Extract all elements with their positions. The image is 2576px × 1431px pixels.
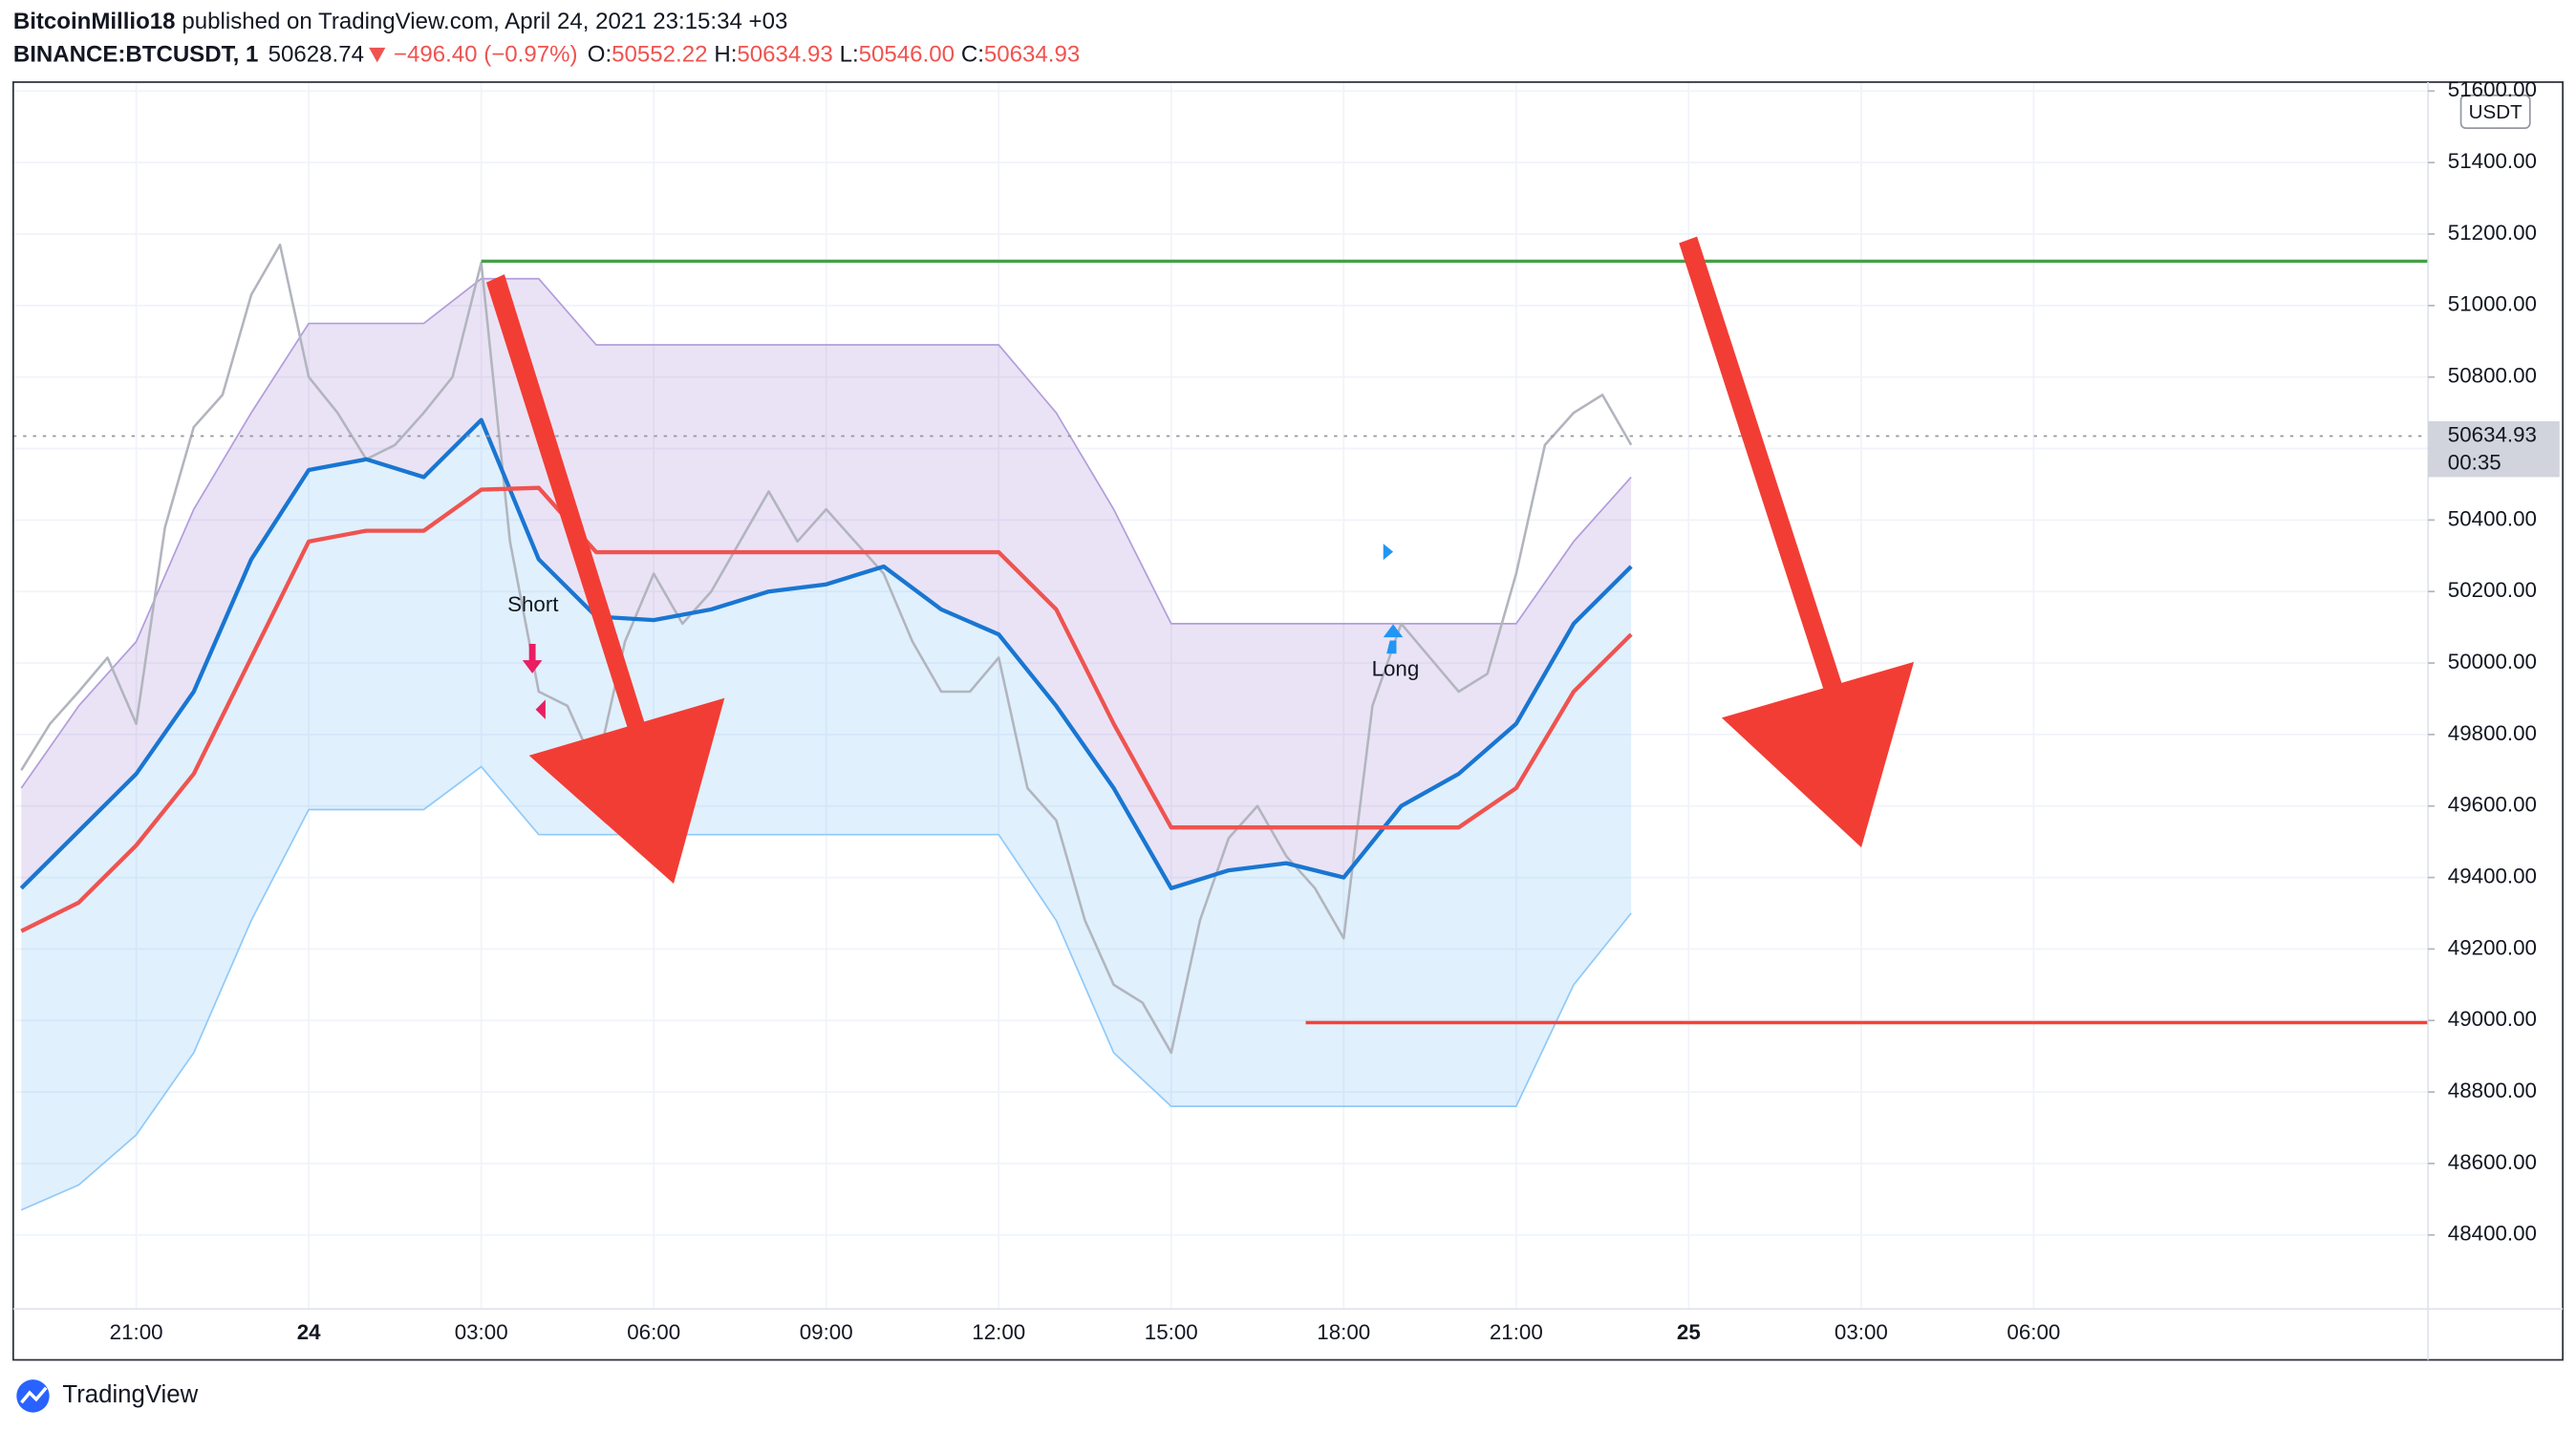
frame [11,81,2565,1361]
y-tick-label: 51200.00 [2448,221,2537,245]
annotation: Short [507,592,559,616]
author: BitcoinMillio18 [13,9,176,34]
x-tick-label: 12:00 [972,1320,1025,1344]
last-price-box [2428,420,2560,478]
low-label: L: [840,42,859,68]
y-tick-label: 48400.00 [2448,1222,2537,1246]
short-marker [522,643,543,673]
lower-band-area [21,419,1632,1210]
close: 50634.93 [984,42,1080,68]
arrow-shaft [1679,236,1847,705]
y-tick-label: 50200.00 [2448,578,2537,602]
upper-band [20,277,1632,789]
down-triangle [369,47,386,63]
high: 50634.93 [737,42,832,68]
plot [12,81,2429,1310]
y-tick-label: 49000.00 [2448,1007,2537,1031]
high-label: H: [714,42,737,68]
x-tick-label: 18:00 [1317,1320,1370,1344]
x-tick-label: 24 [297,1320,321,1344]
x-tick-label: 21:00 [1490,1320,1543,1344]
price-line [20,243,1633,1055]
header-line-2: BINANCE:BTCUSDT, 1 50628.74 −496.40 (−0.97… [13,42,1080,68]
x-tick-label: 21:00 [110,1320,163,1344]
logo-glyph [20,1386,48,1404]
lower-band [20,765,1632,1211]
annotation: Long [1372,656,1420,680]
published: published on TradingView.com, April 24, … [182,9,787,34]
low: 50546.00 [859,42,955,68]
x-tick-label: 03:00 [455,1320,508,1344]
x-tick-label: 09:00 [800,1320,853,1344]
y-tick-label: 49600.00 [2448,793,2537,817]
overlay: USDT TradingView 21:00 24 03:00 06:00 09:00 1… [11,77,2565,1413]
y-tick-label: 51000.00 [2448,292,2537,316]
indicator-line [20,485,1633,933]
brand: TradingView [62,1381,198,1408]
last-price: 50628.74 [268,42,364,68]
close-label: C: [961,42,984,68]
y-tick-label: 48800.00 [2448,1079,2537,1102]
x-tick-label: 15:00 [1145,1320,1198,1344]
currency: USDT [2469,101,2523,123]
change: −496.40 (−0.97%) [394,42,578,68]
y-tick-label: 51600.00 [2448,77,2537,101]
arrow-head [1721,661,1915,848]
long-marker-head [1383,624,1404,638]
x-tick-label: 06:00 [2007,1320,2060,1344]
y-tick-label: 51400.00 [2448,149,2537,173]
arrow-head [528,697,725,884]
entry-marker [1383,544,1394,561]
y-tick-label: 49200.00 [2448,935,2537,959]
y-tick-label: 49800.00 [2448,721,2537,745]
x-tick-label: 03:00 [1835,1320,1888,1344]
series-layer [19,243,1633,1211]
y-tick-label: 49400.00 [2448,864,2537,887]
open-label: O: [588,42,612,68]
logo [16,1379,50,1413]
exit-marker [535,699,546,720]
header-line-1: BitcoinMillio18 published on TradingView.… [13,9,787,34]
long-marker-stem [1386,640,1397,654]
currency-box [2459,94,2531,129]
y-tick-label: 48600.00 [2448,1150,2537,1174]
open: 50552.22 [612,42,707,68]
y-tick-label: 50400.00 [2448,506,2537,530]
indicator-line [19,417,1633,890]
y-tick-label: 50800.00 [2448,364,2537,388]
symbol: BINANCE:BTCUSDT, 1 [13,42,259,68]
last-price-label: 50634.93 [2448,422,2537,446]
x-tick-label: 25 [1677,1320,1701,1344]
arrow-shaft [485,274,651,749]
countdown: 00:35 [2448,451,2501,475]
y-tick-label: 50000.00 [2448,650,2537,673]
x-tick-label: 06:00 [627,1320,680,1344]
